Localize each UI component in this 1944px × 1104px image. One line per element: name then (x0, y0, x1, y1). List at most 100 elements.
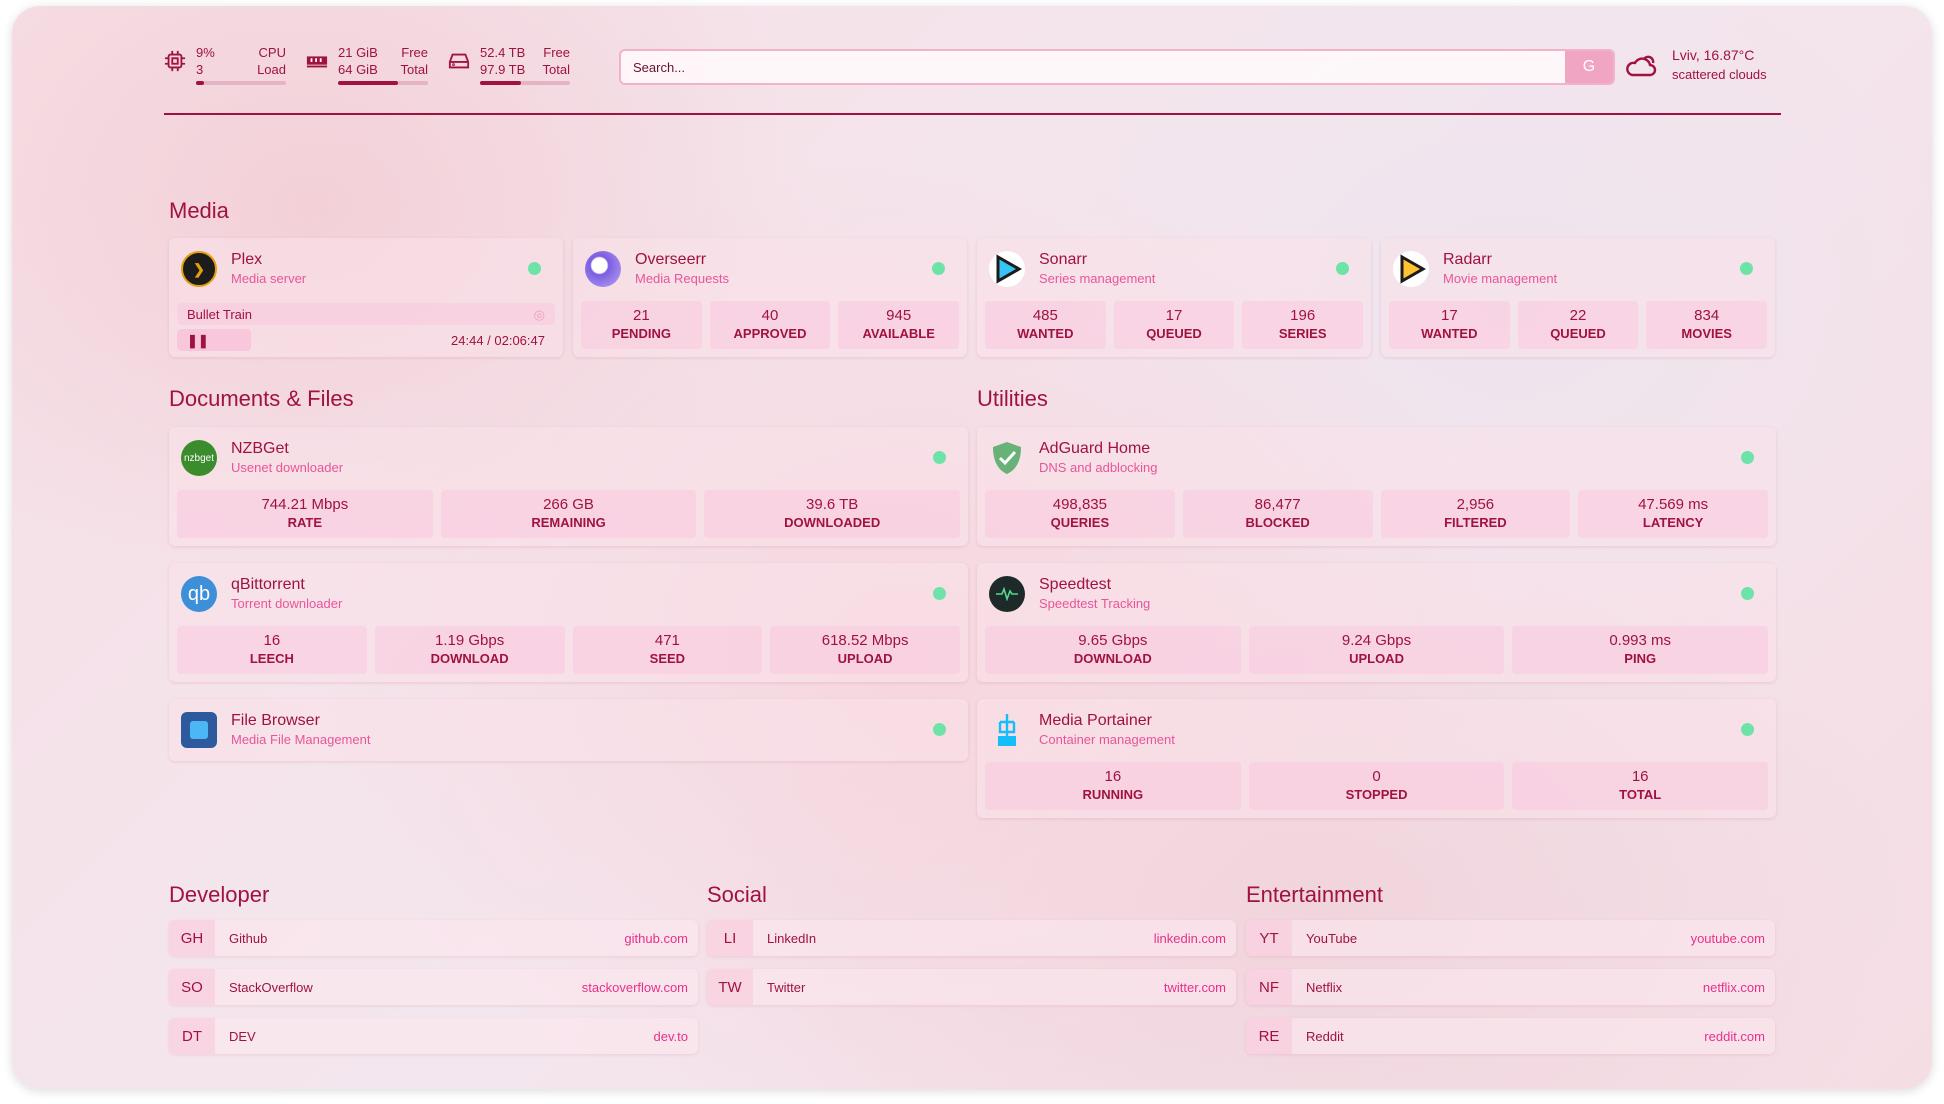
stat-label: REMAINING (531, 515, 606, 530)
stat-value: 16 (263, 632, 281, 649)
bookmark-abbr: YT (1246, 920, 1292, 956)
bookmark-reddit[interactable]: RE Reddit reddit.com (1246, 1018, 1775, 1054)
service-name: Radarr (1443, 251, 1492, 268)
bookmark-github[interactable]: GH Github github.com (169, 920, 698, 956)
cpu-bar (196, 81, 286, 85)
free-label: Free (543, 45, 570, 60)
load-label: Load (257, 62, 286, 77)
total-label: Total (400, 62, 428, 77)
service-name: Speedtest (1039, 576, 1112, 593)
cpu-load: 3 (196, 62, 204, 77)
stat-label: RUNNING (1082, 787, 1144, 802)
bookmark-twitter[interactable]: TW Twitter twitter.com (707, 969, 1236, 1005)
stat-label: BLOCKED (1245, 515, 1310, 530)
service-name: AdGuard Home (1039, 440, 1151, 457)
service-description: Torrent downloader (231, 596, 343, 611)
stat-value: 9.24 Gbps (1341, 632, 1412, 649)
bookmark-name: YouTube (1306, 930, 1358, 946)
stat-value: 21 (632, 307, 650, 324)
stat-label: DOWNLOADED (784, 515, 881, 530)
now-playing-title: Bullet Train (187, 307, 253, 322)
bookmark-name: StackOverflow (229, 979, 313, 995)
stat-block: 40 APPROVED (709, 301, 831, 349)
service-card-overseerr[interactable]: Overseerr Media Requests 21 PENDING 40 APPRO… (573, 238, 967, 357)
service-card-portainer[interactable]: Media Portainer Container management 16 RU… (977, 699, 1776, 818)
bookmark-netflix[interactable]: NF Netflix netflix.com (1246, 969, 1775, 1005)
status-indicator (1741, 587, 1754, 600)
service-card-plex[interactable]: ❯ Plex Media server Bullet Train ◎ ❚❚ 24:44… (169, 238, 563, 357)
stat-value: 945 (886, 307, 912, 324)
weather-condition: scattered clouds (1672, 67, 1767, 82)
service-card-qbittorrent[interactable]: qb qBittorrent Torrent downloader 16 LEECH 1… (169, 563, 968, 682)
bookmark-dev[interactable]: DT DEV dev.to (169, 1018, 698, 1054)
stat-block: 266 GB REMAINING (440, 490, 697, 538)
section-title-developer: Developer (169, 882, 270, 907)
search-provider-button[interactable]: G (1565, 51, 1613, 83)
stat-block: 86,477 BLOCKED (1182, 490, 1373, 538)
stat-value: 618.52 Mbps (821, 632, 909, 649)
stat-label: DOWNLOAD (430, 651, 509, 666)
playback-time: 24:44 / 02:06:47 (451, 333, 545, 348)
stat-label: WANTED (1421, 326, 1478, 341)
stat-block: 16 LEECH (177, 626, 367, 674)
bookmark-url: reddit.com (1704, 1028, 1765, 1044)
service-card-filebrowser[interactable]: File Browser Media File Management (169, 699, 968, 761)
stat-value: 86,477 (1254, 496, 1301, 513)
service-description: Movie management (1443, 271, 1558, 286)
stat-value: 40 (761, 307, 779, 324)
service-card-sonarr[interactable]: Sonarr Series management 485 WANTED 17 QUEUE… (977, 238, 1371, 357)
service-card-radarr[interactable]: Radarr Movie management 17 WANTED 22 QUEUED 8… (1381, 238, 1775, 357)
now-playing: Bullet Train ◎ (177, 303, 555, 325)
free-label: Free (401, 45, 428, 60)
search-input[interactable] (621, 51, 1565, 83)
memory-free: 21 GiB (338, 45, 378, 60)
cloud-sun-icon (1626, 55, 1657, 77)
bookmark-youtube[interactable]: YT YouTube youtube.com (1246, 920, 1775, 956)
service-card-nzbget[interactable]: nzbget NZBGet Usenet downloader 744.21 Mbp… (169, 427, 968, 546)
stat-label: LATENCY (1642, 515, 1704, 530)
bookmark-stackoverflow[interactable]: SO StackOverflow stackoverflow.com (169, 969, 698, 1005)
stat-block: 17 WANTED (1389, 301, 1510, 349)
adguard-shield-icon (989, 440, 1025, 476)
playback-bar[interactable]: ❚❚ 24:44 / 02:06:47 (177, 329, 555, 351)
service-card-adguard[interactable]: AdGuard Home DNS and adblocking 498,835 QU… (977, 427, 1776, 546)
total-label: Total (542, 62, 570, 77)
stat-block: 21 PENDING (581, 301, 702, 349)
stat-value: 485 (1032, 307, 1058, 324)
bookmark-abbr: RE (1246, 1018, 1292, 1054)
pause-icon[interactable]: ❚❚ (187, 333, 209, 348)
section-title-media: Media (169, 198, 229, 223)
weather-widget[interactable]: Lviv, 16.87°C scattered clouds (1624, 46, 1767, 84)
stat-block: 471 SEED (572, 626, 763, 674)
bookmark-url: github.com (624, 930, 688, 946)
bookmark-abbr: NF (1246, 969, 1292, 1005)
transcode-icon: ◎ (533, 307, 545, 322)
stat-block: 22 QUEUED (1517, 301, 1639, 349)
service-name: File Browser (231, 712, 320, 729)
stat-value: 16 (1631, 768, 1649, 785)
status-indicator (932, 262, 945, 275)
bookmark-url: dev.to (653, 1028, 688, 1044)
search-bar: G (619, 49, 1615, 85)
stat-value: 1.19 Gbps (435, 632, 505, 649)
stat-label: AVAILABLE (862, 326, 935, 341)
status-indicator (933, 723, 946, 736)
stat-block: 498,835 QUERIES (985, 490, 1175, 538)
service-description: Media File Management (231, 732, 371, 747)
disk-icon (448, 53, 470, 69)
stat-block: 2,956 FILTERED (1380, 490, 1571, 538)
bookmark-url: netflix.com (1702, 979, 1765, 995)
service-name: Plex (231, 251, 263, 268)
stat-label: WANTED (1017, 326, 1074, 341)
stat-value: 0.993 ms (1609, 632, 1672, 649)
nzbget-logo-text: nzbget (183, 452, 215, 464)
cpu-icon (164, 50, 186, 72)
status-indicator (528, 262, 541, 275)
stat-value: 266 GB (543, 496, 594, 513)
bookmark-name: Github (229, 930, 268, 946)
bookmark-linkedin[interactable]: LI LinkedIn linkedin.com (707, 920, 1236, 956)
service-description: Speedtest Tracking (1039, 596, 1151, 611)
service-card-speedtest[interactable]: Speedtest Speedtest Tracking 9.65 Gbps DOW… (977, 563, 1776, 682)
stat-label: RATE (287, 515, 323, 530)
bookmark-name: DEV (229, 1028, 256, 1044)
